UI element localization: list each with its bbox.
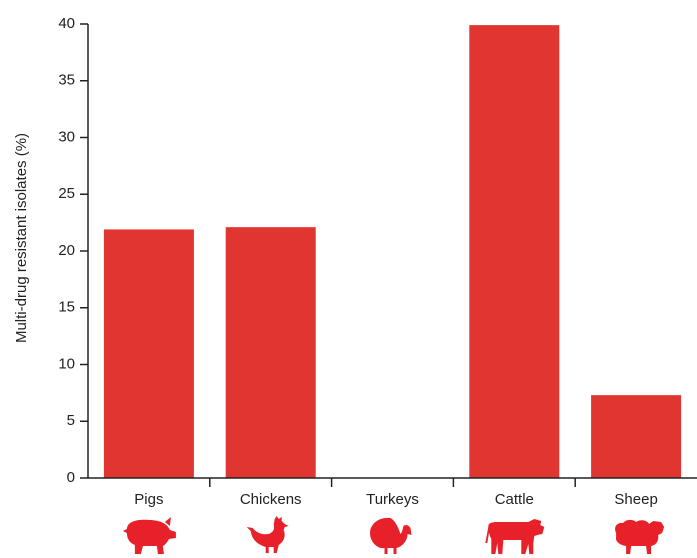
bar-pigs (103, 229, 194, 478)
bars (103, 25, 682, 478)
x-axis: Pigs Chickens Turkeys Cattle Sheep (134, 478, 658, 508)
y-tick-label: 5 (67, 412, 75, 429)
pig-icon (122, 517, 176, 554)
bar-chickens (225, 227, 316, 478)
y-axis: 0 5 10 15 20 25 30 35 40 (58, 15, 88, 486)
turkey-icon (369, 517, 412, 554)
x-tick-label: Pigs (134, 491, 163, 508)
y-tick-label: 10 (58, 355, 75, 372)
sheep-icon (615, 519, 665, 554)
chicken-icon (246, 516, 289, 553)
y-tick-label: 0 (67, 469, 75, 486)
y-tick-label: 15 (58, 299, 75, 316)
y-axis-title: Multi-drug resistant isolates (%) (13, 133, 30, 343)
x-tick-label: Chickens (240, 491, 302, 508)
animal-icons (122, 516, 665, 554)
x-tick-label: Sheep (614, 491, 657, 508)
bar-sheep (591, 395, 682, 478)
x-tick-label: Cattle (495, 491, 534, 508)
y-tick-label: 40 (58, 15, 75, 32)
y-tick-label: 30 (58, 128, 75, 145)
cow-icon (485, 519, 545, 554)
y-tick-label: 25 (58, 185, 75, 202)
x-tick-label: Turkeys (366, 491, 419, 508)
y-tick-label: 35 (58, 72, 75, 89)
y-tick-label: 20 (58, 242, 75, 259)
bar-cattle (469, 25, 560, 478)
